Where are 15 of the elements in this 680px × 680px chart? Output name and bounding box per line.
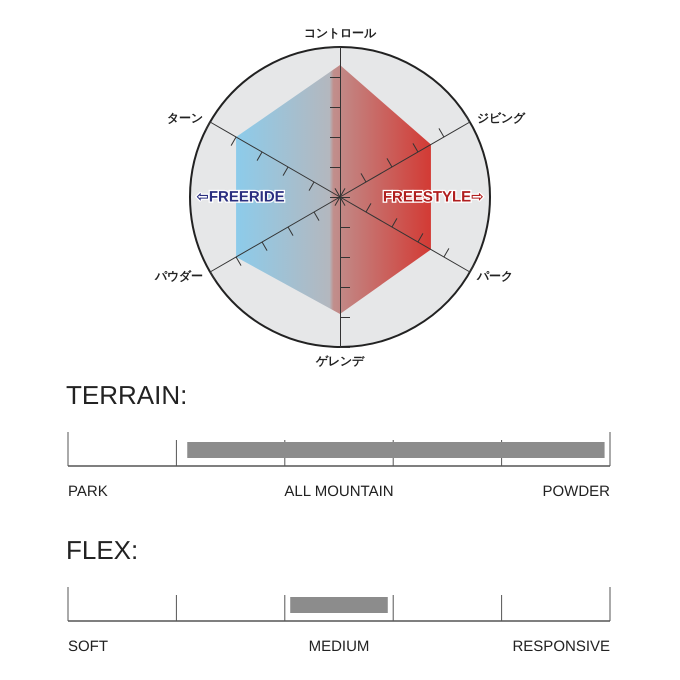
spoke-label: パーク xyxy=(476,269,513,283)
text: POWDER xyxy=(542,483,610,500)
text: FLEX: xyxy=(66,535,138,565)
text: SOFT xyxy=(68,638,108,655)
spoke-label: コントロール xyxy=(304,26,377,40)
text: ⇦FREERIDE xyxy=(196,188,285,206)
spoke-label: ゲレンデ xyxy=(315,354,365,368)
spoke-label: ジビング xyxy=(476,111,526,125)
text: MEDIUM xyxy=(308,638,370,655)
text: RESPONSIVE xyxy=(512,638,610,655)
text: PARK xyxy=(68,483,108,500)
spoke-label: パウダー xyxy=(154,269,204,283)
text: ALL MOUNTAIN xyxy=(284,483,394,500)
spoke-label: ターン xyxy=(167,111,204,125)
text: TERRAIN: xyxy=(66,380,188,410)
